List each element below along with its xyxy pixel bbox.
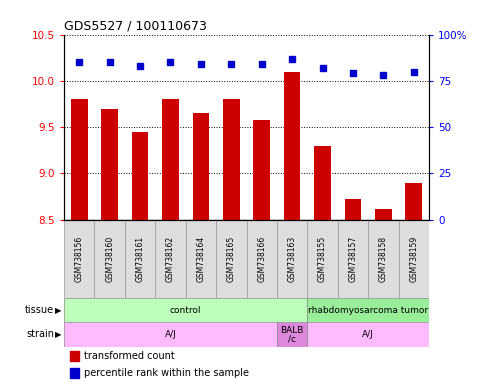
Text: BALB
/c: BALB /c	[281, 326, 304, 343]
Bar	[307, 220, 338, 298]
Bar	[277, 220, 307, 298]
Bar	[193, 113, 209, 220]
Bar	[277, 322, 307, 347]
Text: GSM738166: GSM738166	[257, 236, 266, 282]
Text: ▶: ▶	[55, 330, 62, 339]
Bar	[155, 220, 186, 298]
Bar	[375, 209, 391, 220]
Bar	[162, 99, 179, 220]
Bar	[307, 322, 429, 347]
Text: rhabdomyosarcoma tumor: rhabdomyosarcoma tumor	[308, 306, 428, 314]
Bar	[102, 109, 118, 220]
Text: GSM738165: GSM738165	[227, 236, 236, 282]
Text: ▶: ▶	[55, 306, 62, 314]
Text: GSM738163: GSM738163	[287, 236, 297, 282]
Text: GSM738159: GSM738159	[409, 236, 418, 282]
Bar	[368, 220, 398, 298]
Bar	[307, 298, 429, 322]
Bar	[405, 183, 422, 220]
Bar	[284, 71, 300, 220]
Bar	[345, 199, 361, 220]
Bar	[64, 220, 95, 298]
Text: GSM738162: GSM738162	[166, 236, 175, 282]
Bar	[338, 220, 368, 298]
Bar	[125, 220, 155, 298]
Bar	[216, 220, 246, 298]
Text: GSM738158: GSM738158	[379, 236, 388, 282]
Text: strain: strain	[26, 329, 54, 339]
Bar	[223, 99, 240, 220]
Bar	[95, 220, 125, 298]
Text: GSM738160: GSM738160	[105, 236, 114, 282]
Text: GSM738161: GSM738161	[136, 236, 144, 282]
Text: A/J: A/J	[165, 330, 176, 339]
Text: GDS5527 / 100110673: GDS5527 / 100110673	[64, 19, 207, 32]
Bar	[186, 220, 216, 298]
Bar	[71, 99, 88, 220]
Text: GSM738157: GSM738157	[349, 236, 357, 282]
Text: GSM738155: GSM738155	[318, 236, 327, 282]
Bar	[70, 368, 79, 378]
Bar	[398, 220, 429, 298]
Text: GSM738164: GSM738164	[196, 236, 206, 282]
Text: control: control	[170, 306, 202, 314]
Bar	[70, 351, 79, 361]
Bar	[246, 220, 277, 298]
Bar	[64, 298, 307, 322]
Text: tissue: tissue	[25, 305, 54, 315]
Text: GSM738156: GSM738156	[75, 236, 84, 282]
Bar	[253, 120, 270, 220]
Bar	[314, 146, 331, 220]
Text: A/J: A/J	[362, 330, 374, 339]
Text: percentile rank within the sample: percentile rank within the sample	[84, 368, 249, 378]
Text: transformed count: transformed count	[84, 351, 175, 361]
Bar	[64, 322, 277, 347]
Bar	[132, 132, 148, 220]
